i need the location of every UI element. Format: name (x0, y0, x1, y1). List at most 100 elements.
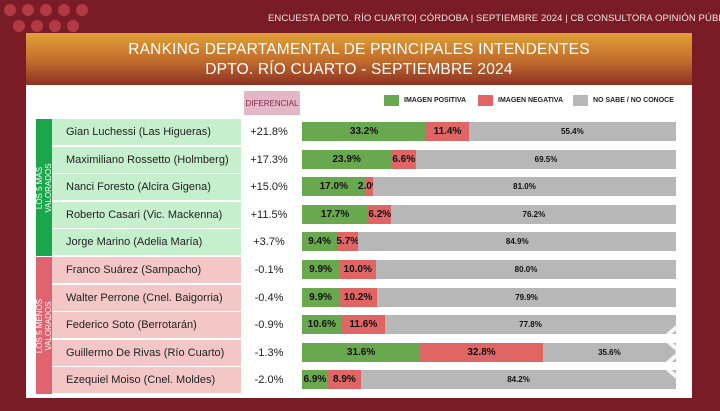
table-row: Federico Soto (Berrotarán) -0.9% 10.6% 11.6… (52, 312, 692, 339)
bar-segment-unknown: 35.6% (542, 342, 676, 362)
table-row: Jorge Marino (Adelia María) +3.7% 9.4% 5.7%… (52, 229, 692, 256)
legend-swatch-positive (384, 94, 399, 106)
chart-title: RANKING DEPARTAMENTAL DE PRINCIPALES INT… (128, 41, 590, 58)
intendente-name: Federico Soto (Berrotarán) (52, 312, 241, 339)
data-label: 5.7% (336, 236, 360, 248)
bar-segment-unknown: 84.2% (361, 370, 676, 390)
intendente-name: Guillermo De Rivas (Río Cuarto) (52, 339, 241, 366)
data-label: 23.9% (332, 153, 361, 165)
title-band: RANKING DEPARTAMENTAL DE PRINCIPALES INT… (26, 33, 692, 85)
data-label: 10.6% (307, 319, 336, 331)
bar-segment-unknown: 84.9% (358, 232, 676, 252)
bar-segment-negative: 10.0% (339, 260, 377, 279)
stacked-bar: 31.6% 32.8% 35.6% (302, 342, 676, 362)
data-label: 81.0% (513, 182, 536, 192)
table-row: Ezequiel Moiso (Cnel. Moldes) -2.0% 6.9% 8.… (52, 367, 692, 394)
intendente-name: Walter Perrone (Cnel. Baigorria) (52, 284, 241, 311)
stacked-bar: 23.9% 6.6% 69.5% (302, 149, 676, 169)
group-label-bottom: LOS 5 MENOS VALORADOS (35, 257, 53, 394)
legend-label-positive: IMAGEN POSITIVA (404, 96, 467, 104)
data-label: 31.6% (346, 346, 376, 358)
table-row: Guillermo De Rivas (Río Cuarto) -1.3% 31.6… (52, 339, 692, 367)
table-row: Walter Perrone (Cnel. Baigorria) -0.4% 9.9… (52, 284, 692, 312)
data-label: 9.9% (309, 291, 332, 303)
intendente-name: Maximiliano Rossetto (Holmberg) (52, 146, 241, 173)
table-row: Franco Suárez (Sampacho) -0.1% 9.9% 10.0% 80… (52, 257, 692, 284)
data-label: 35.6% (598, 347, 621, 357)
bar-segment-positive: 9.9% (302, 260, 340, 279)
diferencial-value: -0.4% (254, 291, 284, 304)
data-label: 55.4% (561, 127, 584, 136)
table-row: Nanci Foresto (Alcira Gigena) +15.0% 17.0%… (52, 174, 692, 201)
data-label: 17.0% (319, 181, 348, 193)
bar-segment-unknown: 81.0% (373, 177, 676, 197)
diferencial-value: +15.0% (250, 181, 288, 194)
diferencial-value: +11.5% (250, 208, 288, 221)
bar-segment-positive: 6.9% (302, 370, 328, 390)
bar-segment-positive: 17.7% (302, 204, 369, 224)
stacked-bar: 17.7% 6.2% 76.2% (302, 204, 677, 224)
stacked-bar: 17.0% 2.0% 81.0% (302, 177, 676, 197)
data-label: 17.7% (320, 208, 350, 220)
bar-segment-unknown: 76.2% (391, 204, 677, 224)
legend-positive: IMAGEN POSITIVA (384, 94, 466, 106)
bar-segment-negative: 8.9% (327, 370, 362, 390)
bar-segment-negative: 2.0% (358, 177, 381, 197)
data-label: 9.4% (308, 236, 331, 248)
diferencial-value: +21.8% (250, 126, 288, 138)
diferencial-value: -2.0% (254, 374, 284, 387)
data-label: 84.9% (505, 237, 529, 247)
bar-segment-unknown: 55.4% (468, 122, 676, 141)
survey-header: ENCUESTA DPTO. RÍO CUARTO| CÓRDOBA | SEP… (268, 13, 720, 24)
diferencial-value: -1.3% (254, 346, 284, 359)
bar-segment-positive: 17.0% (302, 177, 366, 197)
stacked-bar: 10.6% 11.6% 77.8% (302, 315, 676, 335)
background-dot-pattern (0, 0, 90, 40)
intendente-name: Nanci Foresto (Alcira Gigena) (52, 174, 241, 201)
bar-segment-negative: 11.4% (426, 122, 469, 141)
table-row: Gian Luchessi (Las Higueras) +21.8% 33.2% 1… (52, 119, 692, 146)
bar-segment-negative: 6.2% (368, 204, 392, 224)
chevron-decoration-icon (660, 324, 692, 380)
chart-subtitle: DPTO. RÍO CUARTO - SEPTIEMBRE 2024 (205, 61, 513, 78)
bar-segment-positive: 31.6% (302, 342, 421, 362)
bar-segment-negative: 5.7% (336, 232, 360, 252)
bar-segment-unknown: 80.0% (376, 260, 676, 279)
bar-segment-positive: 23.9% (302, 149, 392, 169)
intendente-name: Ezequiel Moiso (Cnel. Moldes) (52, 367, 241, 394)
bar-segment-negative: 32.8% (420, 342, 543, 362)
legend-swatch-negative (478, 94, 493, 106)
data-label: 76.2% (522, 209, 546, 219)
legend-unknown: NO SABE / NO CONOCE (573, 94, 674, 106)
legend-negative: IMAGEN NEGATIVA (478, 94, 563, 106)
data-label: 6.6% (392, 153, 416, 165)
intendente-name: Jorge Marino (Adelia María) (52, 229, 241, 256)
legend-label-unknown: NO SABE / NO CONOCE (593, 96, 674, 104)
group-label-text: LOS 5 MENOS VALORADOS (35, 298, 53, 352)
group-label-line1: LOS 5 MÁS (35, 166, 44, 209)
group-label-top: LOS 5 MÁS VALORADOS (35, 119, 53, 256)
data-label: 6.9% (303, 374, 327, 386)
bar-segment-unknown: 77.8% (385, 315, 676, 335)
data-label: 2.0% (357, 181, 381, 193)
data-label: 79.9% (515, 292, 538, 302)
bar-segment-unknown: 79.9% (377, 287, 676, 307)
bar-segment-positive: 10.6% (302, 315, 342, 335)
stacked-bar: 9.9% 10.2% 79.9% (302, 287, 676, 307)
data-label: 11.6% (349, 319, 378, 331)
ranking-card: RANKING DEPARTAMENTAL DE PRINCIPALES INT… (26, 33, 692, 398)
data-label: 77.8% (519, 320, 542, 330)
data-label: 80.0% (514, 265, 538, 274)
group-label-text: LOS 5 MÁS VALORADOS (35, 163, 53, 212)
bar-segment-unknown: 69.5% (416, 149, 676, 169)
data-label: 84.2% (507, 375, 530, 385)
data-label: 10.0% (343, 264, 372, 275)
intendente-name: Franco Suárez (Sampacho) (52, 257, 241, 283)
data-label: 69.5% (534, 154, 558, 164)
diferencial-value: -0.1% (254, 264, 284, 276)
stacked-bar: 9.9% 10.0% 80.0% (302, 260, 676, 279)
diferencial-value: +17.3% (250, 153, 288, 166)
bar-segment-positive: 9.9% (302, 287, 340, 307)
data-label: 33.2% (349, 126, 379, 137)
diferencial-value: -0.9% (254, 319, 284, 332)
